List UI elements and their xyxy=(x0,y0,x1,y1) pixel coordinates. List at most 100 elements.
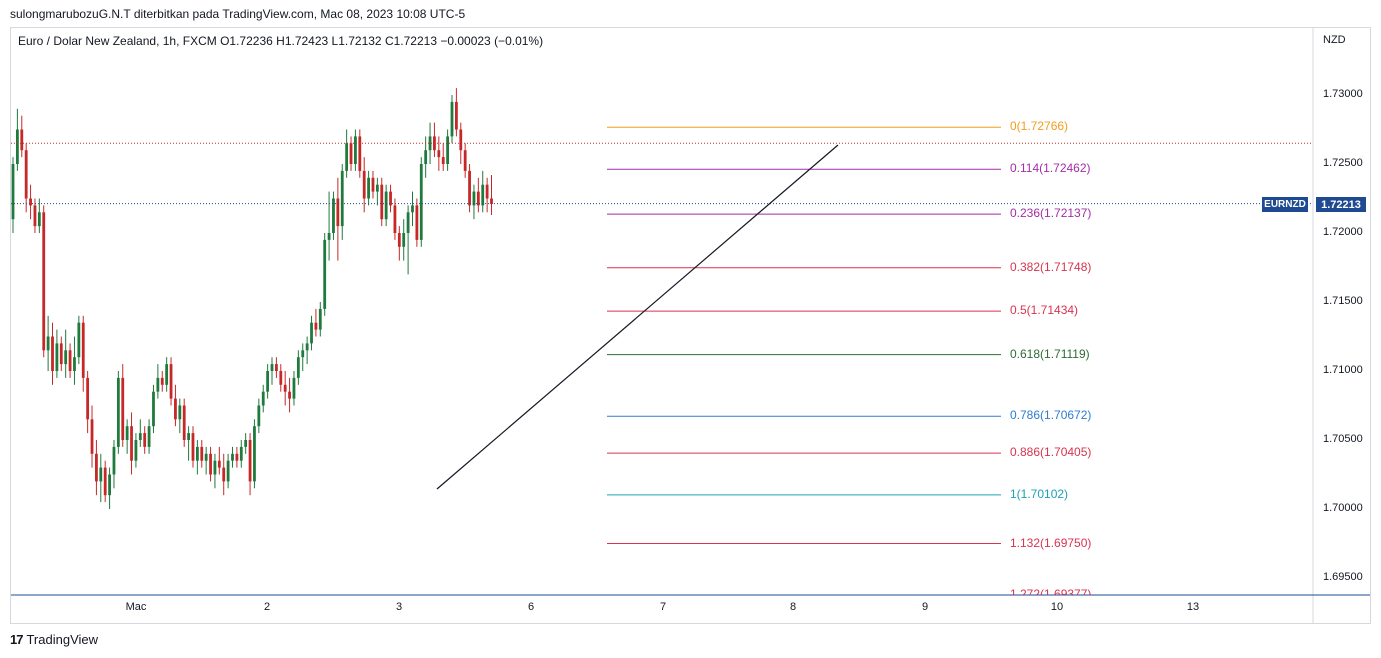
fib-level-label: 0.236(1.72137) xyxy=(1010,206,1092,221)
trend-line xyxy=(436,144,839,490)
candle xyxy=(327,191,331,261)
candle-body xyxy=(314,322,318,330)
candle xyxy=(485,177,489,213)
candle-body xyxy=(209,453,212,475)
candle-body xyxy=(20,129,24,151)
candle-body xyxy=(125,426,129,440)
candle-body xyxy=(340,170,344,227)
price-tick-label: 1.73000 xyxy=(1323,88,1363,100)
candle xyxy=(389,184,392,213)
brand-name: TradingView xyxy=(26,632,99,647)
candle xyxy=(270,357,274,385)
candle xyxy=(323,233,327,316)
candle-body xyxy=(103,467,107,496)
tradingview-brand[interactable]: 17 TradingView xyxy=(10,632,98,647)
candle-body xyxy=(441,157,445,164)
candle-body xyxy=(116,377,120,447)
candle-body xyxy=(112,446,116,475)
time-tick-label: 6 xyxy=(527,601,535,613)
candle-body xyxy=(270,364,274,371)
candle-body xyxy=(217,460,221,468)
candle xyxy=(314,308,318,337)
candle xyxy=(24,143,28,213)
candle-body xyxy=(178,405,182,420)
candle xyxy=(459,122,463,164)
candle-body xyxy=(371,177,375,192)
candle-body xyxy=(358,136,362,171)
candle xyxy=(301,343,305,371)
candle-body xyxy=(59,343,63,365)
candle-body xyxy=(362,170,366,199)
candle-body xyxy=(446,136,450,164)
candle-body xyxy=(11,164,15,220)
candle xyxy=(371,170,375,199)
candle xyxy=(450,95,454,144)
candle-body xyxy=(490,198,493,205)
candle-body xyxy=(380,184,384,220)
candle xyxy=(428,122,432,164)
low-value: L1.72132 xyxy=(331,34,382,48)
candle xyxy=(116,371,120,454)
candle xyxy=(402,219,406,261)
candle xyxy=(209,446,212,482)
candle-body xyxy=(305,343,309,351)
candle-body xyxy=(165,364,169,385)
candle xyxy=(367,170,370,206)
candle xyxy=(42,205,46,358)
candle-body xyxy=(200,446,204,461)
candle xyxy=(90,405,94,468)
time-tick-label: 2 xyxy=(263,601,271,613)
candle xyxy=(103,460,107,503)
candle xyxy=(411,191,414,227)
candle-body xyxy=(415,205,419,240)
candle-body xyxy=(99,467,103,482)
candle-body xyxy=(195,446,199,461)
candle-body xyxy=(323,239,327,309)
close-value: C1.72213 xyxy=(384,34,437,48)
symbol-tag: EURNZD xyxy=(1262,197,1308,212)
candle-body xyxy=(130,426,133,461)
candle xyxy=(222,453,226,496)
candle-body xyxy=(476,191,480,206)
candle-body xyxy=(187,433,190,440)
candle xyxy=(393,198,397,240)
candle-body xyxy=(292,377,296,399)
candle-body xyxy=(310,322,313,344)
candle xyxy=(380,177,384,227)
fib-level-label: 0.786(1.70672) xyxy=(1010,408,1092,423)
axes xyxy=(11,28,1370,624)
candle-body xyxy=(428,136,432,151)
candle xyxy=(332,191,335,240)
candle-body xyxy=(397,233,401,247)
candle-body xyxy=(37,212,41,227)
symbol-legend[interactable]: Euro / Dolar New Zealand, 1h, FXCM O1.72… xyxy=(18,34,543,48)
candle xyxy=(384,184,388,227)
candle-body xyxy=(86,377,90,420)
candle-body xyxy=(55,343,59,371)
candle xyxy=(156,364,160,399)
candle xyxy=(99,453,103,503)
chart-frame[interactable] xyxy=(10,27,1371,624)
price-tick-label: 1.70500 xyxy=(1323,433,1363,445)
candle xyxy=(336,177,340,261)
instrument-name: Euro / Dolar New Zealand, 1h, FXCM xyxy=(18,34,217,48)
candle-body xyxy=(24,150,28,199)
change-value: −0.00023 (−0.01%) xyxy=(440,34,544,48)
candle xyxy=(108,467,111,509)
price-tick-label: 1.72000 xyxy=(1323,226,1363,238)
candle-body xyxy=(345,143,349,171)
candle xyxy=(490,175,493,216)
candle xyxy=(472,184,476,220)
candle xyxy=(46,315,50,371)
candle-body xyxy=(424,150,428,164)
candle-body xyxy=(15,129,19,164)
fib-level-label: 0.382(1.71748) xyxy=(1010,259,1092,274)
candle xyxy=(261,384,265,413)
candle-body xyxy=(384,191,388,220)
candle xyxy=(239,440,243,468)
candle-body xyxy=(90,419,94,454)
candle-body xyxy=(411,205,414,213)
candle xyxy=(305,336,309,365)
candle xyxy=(77,315,81,365)
